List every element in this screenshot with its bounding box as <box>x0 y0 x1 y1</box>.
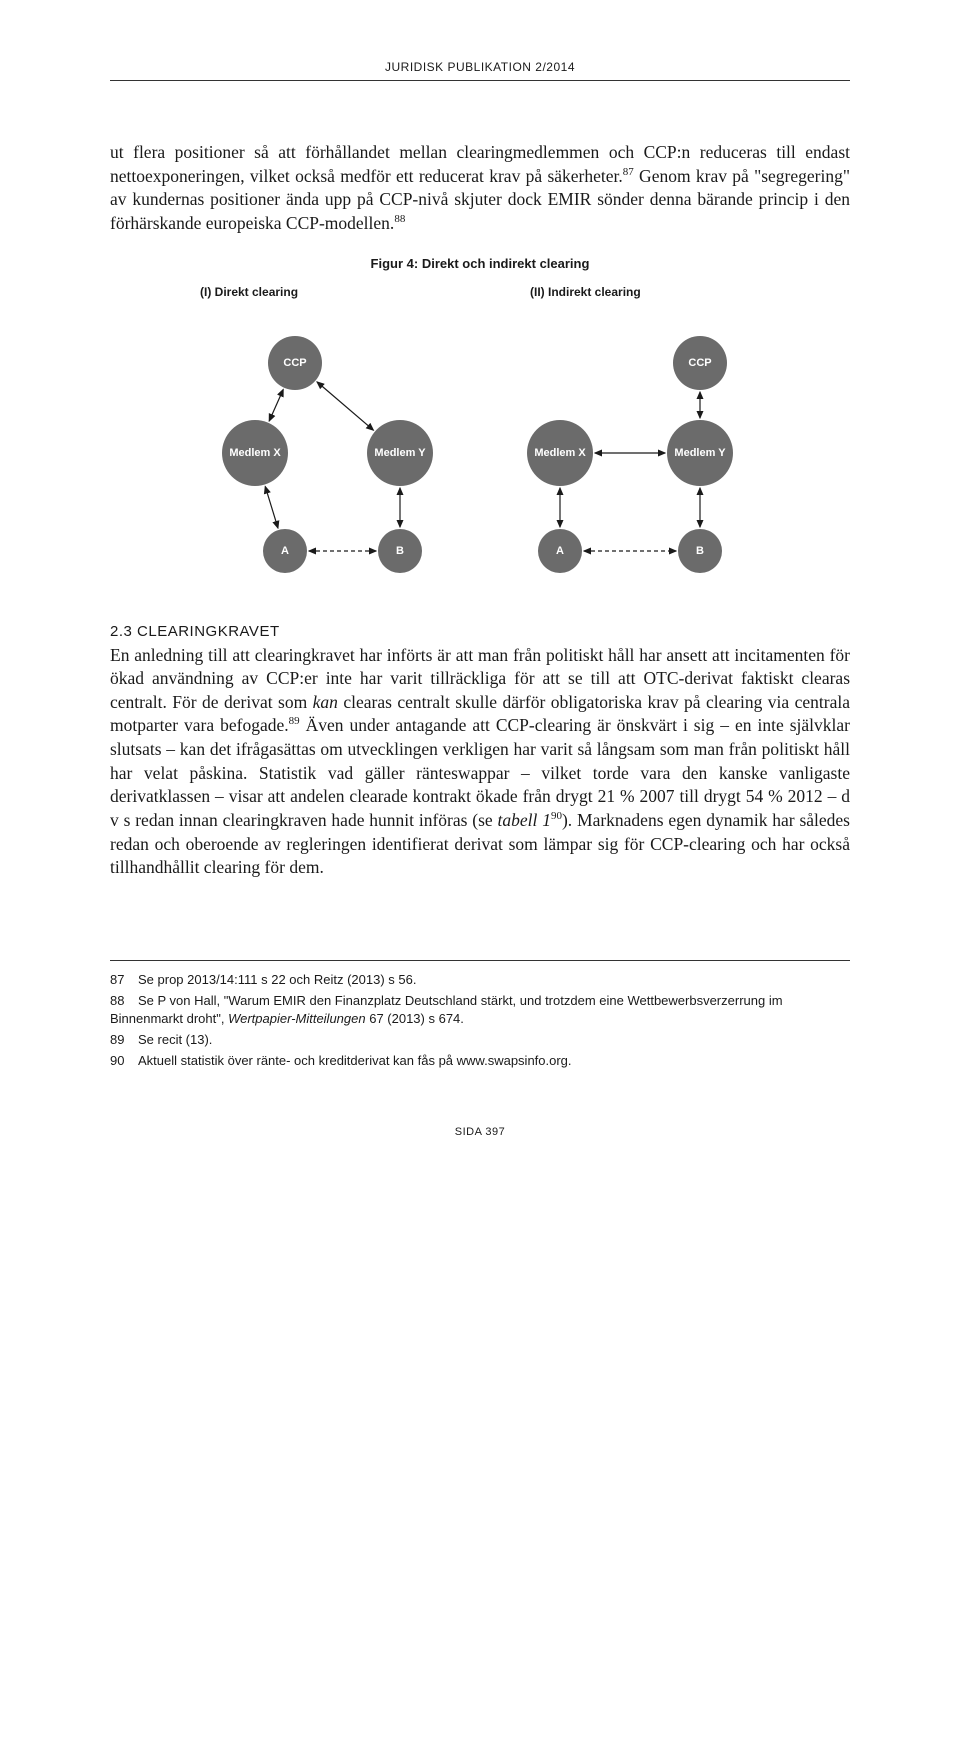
node-label-a1: A <box>281 544 289 556</box>
footnote-ref-90: 90 <box>551 810 562 822</box>
footnote-88: 88Se P von Hall, "Warum EMIR den Finanzp… <box>110 992 850 1030</box>
footnote-ref-88: 88 <box>394 213 405 225</box>
figure-panel-right: (II) Indirekt clearing CCP Medlem X Medlem… <box>500 285 760 593</box>
para2-kan: kan <box>313 692 338 712</box>
node-label-ccp2: CCP <box>688 356 711 368</box>
footnotes-block: 87Se prop 2013/14:111 s 22 och Reitz (20… <box>110 971 850 1071</box>
node-label-mx1: Medlem X <box>229 446 281 458</box>
node-label-ccp1: CCP <box>283 356 306 368</box>
diagram-left: CCP Medlem X Medlem Y A B <box>200 313 460 588</box>
para2-tabell: tabell 1 <box>498 810 551 830</box>
section-heading: 2.3 CLEARINGKRAVET <box>110 623 850 640</box>
node-label-b1: B <box>396 544 404 556</box>
edge-ccp1-my1 <box>317 381 373 429</box>
page-number: SIDA 397 <box>110 1126 850 1138</box>
paragraph-2: En anledning till att clearingkravet har… <box>110 644 850 880</box>
node-label-mx2: Medlem X <box>534 446 586 458</box>
footnote-rule <box>110 960 850 961</box>
figure-4: Figur 4: Direkt och indirekt clearing (I… <box>200 256 760 593</box>
node-label-my1: Medlem Y <box>374 446 426 458</box>
panel-left-label: (I) Direkt clearing <box>200 285 460 299</box>
edge-mx1-a1 <box>265 486 278 528</box>
node-label-my2: Medlem Y <box>674 446 726 458</box>
running-head: JURIDISK PUBLIKATION 2/2014 <box>110 60 850 74</box>
footnote-ref-87: 87 <box>623 166 634 178</box>
panel-right-label: (II) Indirekt clearing <box>500 285 760 299</box>
node-label-a2: A <box>556 544 564 556</box>
diagram-right: CCP Medlem X Medlem Y A B <box>500 313 760 588</box>
header-rule <box>110 80 850 81</box>
paragraph-1: ut flera positioner så att förhållandet … <box>110 141 850 236</box>
edge-ccp1-mx1 <box>269 389 283 421</box>
footnote-ref-89: 89 <box>289 716 300 728</box>
footnote-87: 87Se prop 2013/14:111 s 22 och Reitz (20… <box>110 971 850 990</box>
figure-title: Figur 4: Direkt och indirekt clearing <box>200 256 760 271</box>
node-label-b2: B <box>696 544 704 556</box>
footnote-89: 89Se recit (13). <box>110 1031 850 1050</box>
footnote-90: 90Aktuell statistik över ränte- och kred… <box>110 1052 850 1071</box>
figure-panel-left: (I) Direkt clearing CCP Medlem X Medlem Y A… <box>200 285 460 593</box>
